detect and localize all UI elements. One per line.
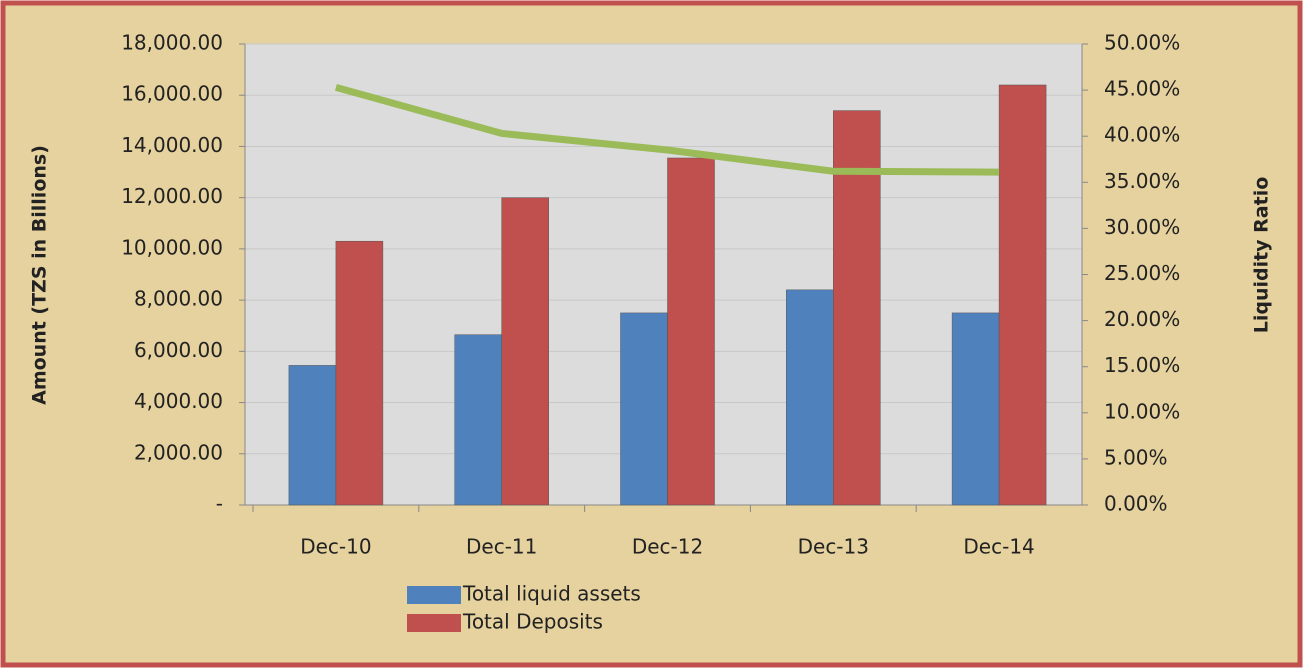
y-axis-title: Amount (TZS in Billions) (29, 145, 51, 405)
bar (288, 365, 337, 506)
legend-swatch (407, 586, 461, 604)
y2-tick-label: 30.00% (1104, 215, 1180, 239)
x-tick-label: Dec-12 (632, 535, 703, 559)
y-tick-label: 10,000.00 (121, 235, 223, 259)
x-tick-label: Dec-11 (466, 535, 537, 559)
y2-tick-label: 40.00% (1104, 123, 1180, 147)
y2-axis-title: Liquidity Ratio (1251, 177, 1273, 334)
y-tick-label: 14,000.00 (121, 133, 223, 157)
y2-tick-label: 25.00% (1104, 261, 1180, 285)
y-tick-label: 2,000.00 (134, 440, 223, 464)
y-tick-label: 12,000.00 (121, 184, 223, 208)
line (334, 83, 1000, 176)
legend-label: Total Deposits (462, 610, 603, 634)
bar (335, 240, 384, 506)
bar (951, 312, 1000, 506)
bar (998, 84, 1047, 506)
y-tick-label: 8,000.00 (134, 287, 223, 311)
y-tick-label: 6,000.00 (134, 338, 223, 362)
y-tick-label: - (216, 492, 223, 516)
bar (454, 334, 502, 506)
bar (501, 197, 549, 506)
y2-tick-label: 10.00% (1104, 399, 1180, 423)
y2-tick-label: 35.00% (1104, 169, 1180, 193)
y2-tick-label: 20.00% (1104, 307, 1180, 331)
x-tick-label: Dec-14 (963, 535, 1034, 559)
bar (667, 157, 715, 506)
bar (833, 110, 881, 506)
y-tick-label: 18,000.00 (121, 31, 223, 55)
y-tick-label: 4,000.00 (134, 389, 223, 413)
legend-label: Total liquid assets (462, 582, 641, 606)
y2-tick-label: 15.00% (1104, 353, 1180, 377)
x-tick-label: Dec-13 (798, 535, 869, 559)
y-tick-label: 16,000.00 (121, 82, 223, 106)
y2-tick-label: 45.00% (1104, 77, 1180, 101)
y2-tick-label: 50.00% (1104, 31, 1180, 55)
x-tick-label: Dec-10 (300, 535, 371, 559)
legend-swatch (407, 614, 461, 632)
y2-tick-label: 0.00% (1104, 492, 1168, 516)
bar (786, 289, 834, 506)
y2-tick-label: 5.00% (1104, 445, 1168, 469)
bar (620, 312, 668, 506)
